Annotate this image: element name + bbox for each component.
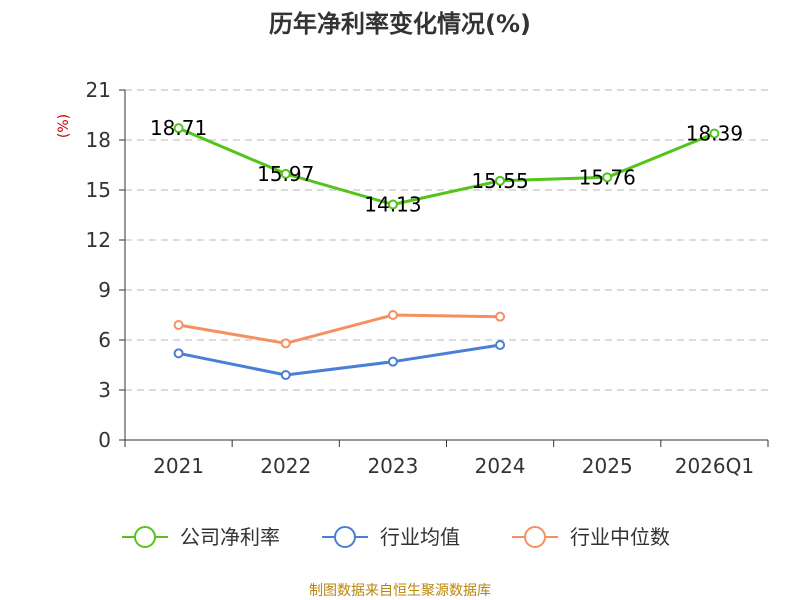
x-tick-label: 2021 bbox=[153, 454, 204, 478]
legend-marker bbox=[134, 526, 156, 548]
data-point bbox=[495, 311, 506, 322]
legend-label: 行业中位数 bbox=[570, 525, 670, 549]
data-point bbox=[387, 199, 398, 210]
x-tick-label: 2025 bbox=[582, 454, 633, 478]
y-tick-label: 9 bbox=[98, 278, 111, 302]
y-tick-label: 0 bbox=[98, 428, 111, 452]
data-point bbox=[602, 172, 613, 183]
data-point bbox=[495, 175, 506, 186]
series-layer bbox=[173, 123, 720, 380]
y-tick-label: 15 bbox=[86, 178, 111, 202]
chart-title: 历年净利率变化情况(%) bbox=[269, 10, 531, 38]
data-point bbox=[280, 168, 291, 179]
data-point bbox=[495, 340, 506, 350]
source-note: 制图数据来自恒生聚源数据库 bbox=[309, 583, 491, 599]
axes: 0 3 6 9 12 15 18 21 2021 2022 2023 2024 2025 2026Q1 bbox=[86, 78, 769, 478]
data-point bbox=[173, 320, 184, 330]
x-tick-label: 2023 bbox=[367, 454, 418, 478]
series-line-2 bbox=[178, 313, 501, 345]
series-line-0 bbox=[178, 126, 715, 206]
y-tick-label: 6 bbox=[98, 328, 111, 352]
data-label: 15.76 bbox=[579, 165, 636, 189]
data-point bbox=[387, 310, 398, 320]
data-point bbox=[173, 123, 184, 134]
data-label: 14.13 bbox=[364, 193, 421, 217]
data-point bbox=[387, 356, 398, 367]
data-label: 18.71 bbox=[150, 116, 207, 140]
y-tick-label: 12 bbox=[86, 228, 111, 252]
data-point bbox=[173, 348, 184, 359]
x-tick-label: 2026Q1 bbox=[675, 454, 754, 478]
x-tick-label: 2024 bbox=[475, 454, 526, 478]
y-tick-label: 21 bbox=[86, 78, 111, 102]
grid-lines bbox=[125, 89, 768, 391]
legend-marker bbox=[524, 526, 546, 548]
y-tick-label: 18 bbox=[86, 128, 111, 152]
data-label: 15.97 bbox=[257, 162, 314, 186]
data-labels: 18.71 15.97 14.13 15.55 15.76 18.39 bbox=[150, 116, 743, 216]
legend-marker bbox=[334, 526, 356, 548]
data-label: 18.39 bbox=[686, 122, 743, 146]
data-label: 15.55 bbox=[471, 169, 528, 193]
legend: 公司净利率 行业均值 行业中位数 bbox=[122, 525, 670, 549]
series-line-1 bbox=[178, 343, 501, 377]
data-point bbox=[709, 128, 720, 139]
x-tick-label: 2022 bbox=[260, 454, 311, 478]
legend-label: 公司净利率 bbox=[180, 525, 280, 549]
data-point bbox=[280, 338, 291, 349]
y-axis-label: (%) bbox=[56, 114, 72, 138]
legend-label: 行业均值 bbox=[380, 525, 460, 549]
data-point bbox=[280, 370, 291, 380]
y-tick-label: 3 bbox=[98, 378, 111, 402]
